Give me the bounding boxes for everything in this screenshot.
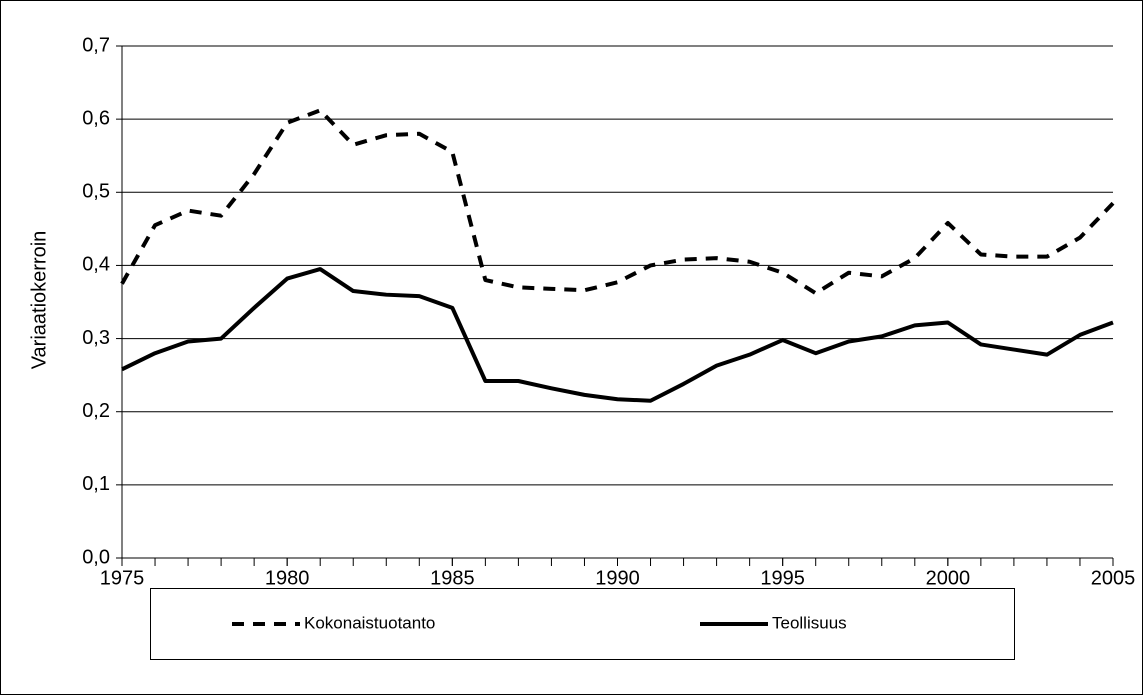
x-tick-label: 1985 bbox=[430, 567, 475, 589]
x-tick-label: 1980 bbox=[265, 567, 310, 589]
x-tick-label: 1995 bbox=[760, 567, 805, 589]
y-tick-label: 0,5 bbox=[82, 181, 110, 203]
legend-label: Teollisuus bbox=[772, 613, 847, 632]
y-tick-label: 0,1 bbox=[82, 473, 110, 495]
line-series bbox=[120, 108, 1115, 296]
y-tick-label: 0,2 bbox=[82, 400, 110, 422]
legend-label: Kokonaistuotanto bbox=[304, 613, 435, 632]
legend-box bbox=[150, 588, 1015, 660]
line-series bbox=[121, 267, 1114, 403]
x-tick-label: 1990 bbox=[595, 567, 640, 589]
y-tick-label: 0,3 bbox=[82, 327, 110, 349]
y-axis-label: Variaatiokerroin bbox=[28, 231, 50, 370]
x-tick-label: 2000 bbox=[926, 567, 971, 589]
y-tick-label: 0,6 bbox=[82, 107, 110, 129]
x-tick-label: 2005 bbox=[1091, 567, 1136, 589]
y-tick-label: 0,4 bbox=[82, 254, 110, 276]
x-tick-label: 1975 bbox=[100, 567, 145, 589]
y-tick-label: 0,0 bbox=[82, 546, 110, 568]
y-tick-label: 0,7 bbox=[82, 34, 110, 56]
